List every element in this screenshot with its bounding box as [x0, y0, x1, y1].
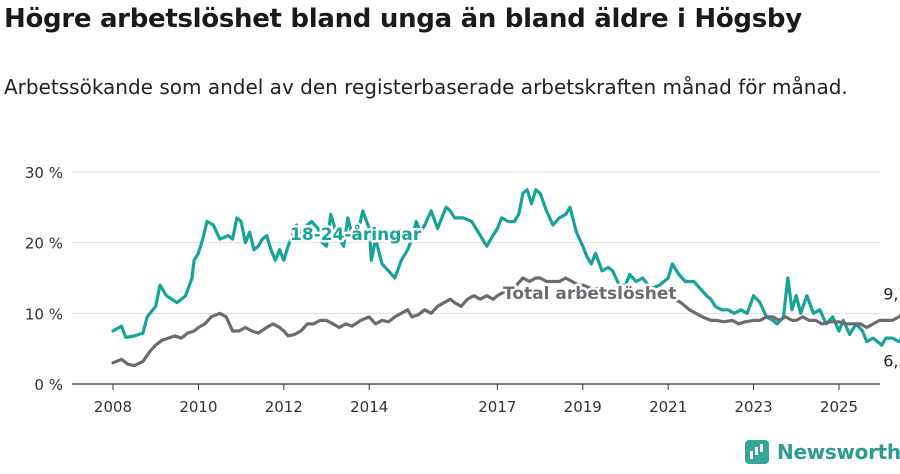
grid-lines	[72, 171, 880, 314]
y-axis-tick-labels: 0 % 10 % 20 % 30 %	[25, 164, 63, 394]
y-tick-label: 20 %	[25, 235, 63, 253]
y-tick-label: 0 %	[34, 376, 63, 394]
series-labels: 18-24-åringar Total arbetslöshet 9,7 % 6,3 …	[288, 221, 900, 373]
x-axis: 2008 2010 2012 2014 2017 2019 2021 2023 2025	[72, 383, 880, 416]
x-tick-label: 2012	[265, 398, 303, 416]
end-label-total: 9,7 %	[883, 284, 900, 303]
series-line-total	[111, 276, 900, 368]
x-tick-label: 2014	[350, 398, 388, 416]
brand-logo[interactable]: Newsworthy	[745, 440, 900, 464]
x-tick-label: 2010	[179, 398, 217, 416]
y-tick-label: 10 %	[25, 305, 63, 323]
y-tick-label: 30 %	[25, 164, 63, 182]
series-lines	[111, 188, 900, 368]
x-tick-label: 2023	[734, 398, 772, 416]
x-tick-label: 2021	[649, 398, 687, 416]
x-tick-label: 2017	[478, 398, 516, 416]
x-tick-label: 2008	[94, 398, 132, 416]
series-label-18-24: 18-24-åringar	[290, 223, 422, 245]
newsworthy-logo-icon	[745, 440, 769, 464]
x-tick-label: 2019	[564, 398, 602, 416]
series-line-18-24	[111, 188, 900, 347]
page-subtitle: Arbetssökande som andel av den registerb…	[4, 75, 848, 99]
brand-name: Newsworthy	[777, 440, 900, 464]
end-label-18-24: 6,3 %	[883, 351, 900, 370]
x-tick-label: 2025	[820, 398, 858, 416]
series-label-total: Total arbetslöshet	[503, 284, 677, 304]
page-title: Högre arbetslöshet bland unga än bland ä…	[4, 4, 802, 34]
